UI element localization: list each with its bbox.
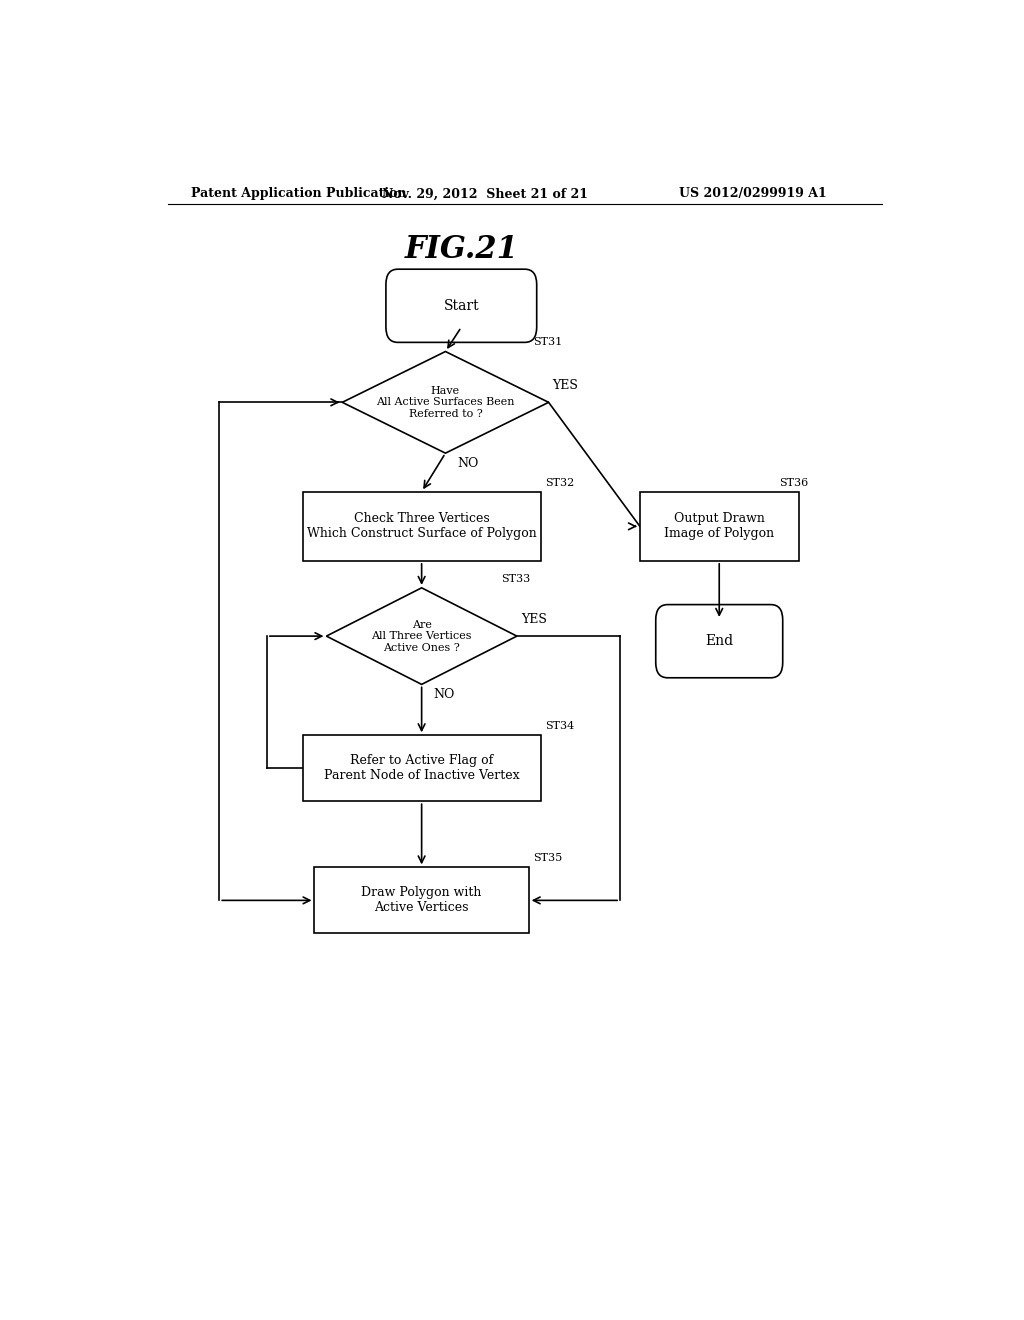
FancyBboxPatch shape [314, 867, 528, 933]
Text: Check Three Vertices
Which Construct Surface of Polygon: Check Three Vertices Which Construct Sur… [307, 512, 537, 540]
Text: YES: YES [553, 379, 579, 392]
FancyBboxPatch shape [655, 605, 782, 677]
Text: ST31: ST31 [532, 338, 562, 347]
Text: Nov. 29, 2012  Sheet 21 of 21: Nov. 29, 2012 Sheet 21 of 21 [382, 187, 588, 201]
Text: FIG.21: FIG.21 [404, 235, 518, 265]
Text: Start: Start [443, 298, 479, 313]
Polygon shape [342, 351, 549, 453]
Text: Refer to Active Flag of
Parent Node of Inactive Vertex: Refer to Active Flag of Parent Node of I… [324, 754, 519, 783]
Text: YES: YES [521, 612, 547, 626]
FancyBboxPatch shape [640, 492, 799, 561]
Text: ST34: ST34 [545, 721, 573, 731]
Text: US 2012/0299919 A1: US 2012/0299919 A1 [679, 187, 826, 201]
FancyBboxPatch shape [303, 492, 541, 561]
FancyBboxPatch shape [386, 269, 537, 342]
Text: End: End [706, 634, 733, 648]
Text: Are
All Three Vertices
Active Ones ?: Are All Three Vertices Active Ones ? [372, 619, 472, 652]
Text: NO: NO [458, 457, 478, 470]
Text: NO: NO [433, 689, 455, 701]
Text: Draw Polygon with
Active Vertices: Draw Polygon with Active Vertices [361, 886, 482, 915]
Text: Patent Application Publication: Patent Application Publication [191, 187, 407, 201]
Text: ST36: ST36 [778, 478, 808, 487]
Polygon shape [327, 587, 517, 684]
Text: ST33: ST33 [501, 574, 530, 583]
Text: Output Drawn
Image of Polygon: Output Drawn Image of Polygon [665, 512, 774, 540]
Text: ST32: ST32 [545, 478, 573, 487]
Text: ST35: ST35 [532, 853, 562, 863]
FancyBboxPatch shape [303, 735, 541, 801]
Text: Have
All Active Surfaces Been
Referred to ?: Have All Active Surfaces Been Referred t… [376, 385, 515, 418]
